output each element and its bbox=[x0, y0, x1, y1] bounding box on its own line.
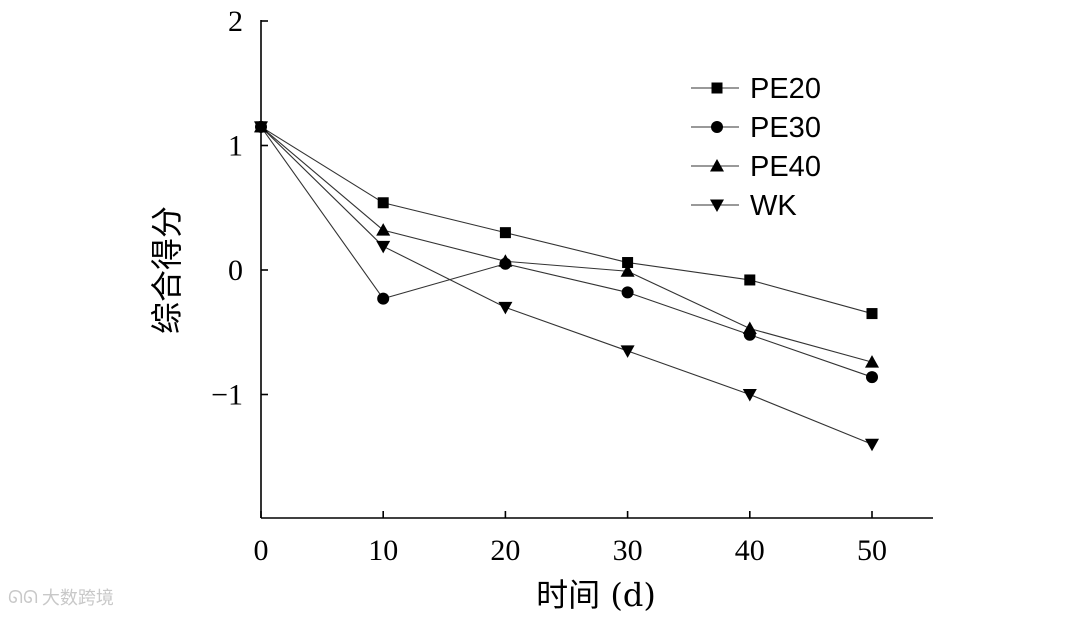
x-tick-label: 30 bbox=[613, 534, 643, 567]
y-tick-label: 2 bbox=[228, 5, 243, 38]
data-point-pe30 bbox=[866, 371, 878, 384]
legend-marker-pe20 bbox=[711, 82, 723, 94]
data-point-pe40 bbox=[742, 321, 757, 335]
legend-marker-wk bbox=[710, 199, 724, 212]
y-tick-label: −1 bbox=[211, 379, 243, 412]
legend-marker-pe30 bbox=[711, 121, 723, 133]
data-point-pe20 bbox=[377, 197, 389, 209]
data-point-pe20 bbox=[622, 257, 634, 269]
legend-marker-pe40 bbox=[710, 159, 724, 172]
data-point-wk bbox=[865, 438, 879, 452]
data-point-wk bbox=[376, 240, 391, 254]
series-line-pe30 bbox=[260, 126, 873, 378]
chart-legend: PE20 PE30 PE40 WK bbox=[691, 73, 821, 222]
legend-label-pe30: PE30 bbox=[750, 112, 821, 144]
x-axis-title: 时间 (d) bbox=[536, 576, 656, 614]
data-point-pe20 bbox=[744, 274, 756, 286]
y-axis-title: 综合得分 bbox=[148, 206, 186, 334]
x-tick-label: 40 bbox=[735, 534, 765, 567]
y-tick-label: 0 bbox=[228, 254, 243, 287]
legend-label-pe40: PE40 bbox=[750, 151, 821, 183]
x-tick-label: 10 bbox=[368, 534, 398, 567]
data-point-pe30 bbox=[621, 286, 634, 299]
data-point-pe40 bbox=[620, 264, 635, 277]
data-point-pe20 bbox=[499, 227, 511, 239]
legend-label-wk: WK bbox=[750, 190, 797, 222]
series-line-wk bbox=[260, 126, 873, 445]
data-point-pe30 bbox=[377, 292, 390, 305]
data-point-wk bbox=[254, 121, 268, 134]
x-tick-label: 20 bbox=[490, 534, 520, 567]
chat-bubble-icon: ᘏᘏ bbox=[8, 586, 38, 608]
data-point-wk bbox=[498, 301, 513, 315]
data-point-pe40 bbox=[865, 355, 879, 368]
y-tick-label: 1 bbox=[228, 130, 243, 163]
data-point-pe20 bbox=[866, 308, 878, 320]
x-tick-label: 0 bbox=[254, 534, 269, 567]
series-line-pe20 bbox=[260, 126, 873, 315]
legend-label-pe20: PE20 bbox=[750, 73, 821, 105]
x-tick-label: 50 bbox=[857, 534, 887, 567]
data-point-wk bbox=[742, 389, 757, 402]
data-point-pe40 bbox=[498, 254, 513, 267]
watermark: ᘏᘏ 大数跨境 bbox=[8, 584, 114, 610]
data-point-wk bbox=[620, 345, 635, 358]
series-lines bbox=[260, 126, 873, 445]
watermark-text: 大数跨境 bbox=[41, 588, 114, 609]
data-point-pe40 bbox=[376, 223, 391, 236]
series-markers bbox=[254, 119, 879, 452]
series-line-pe40 bbox=[260, 126, 873, 363]
